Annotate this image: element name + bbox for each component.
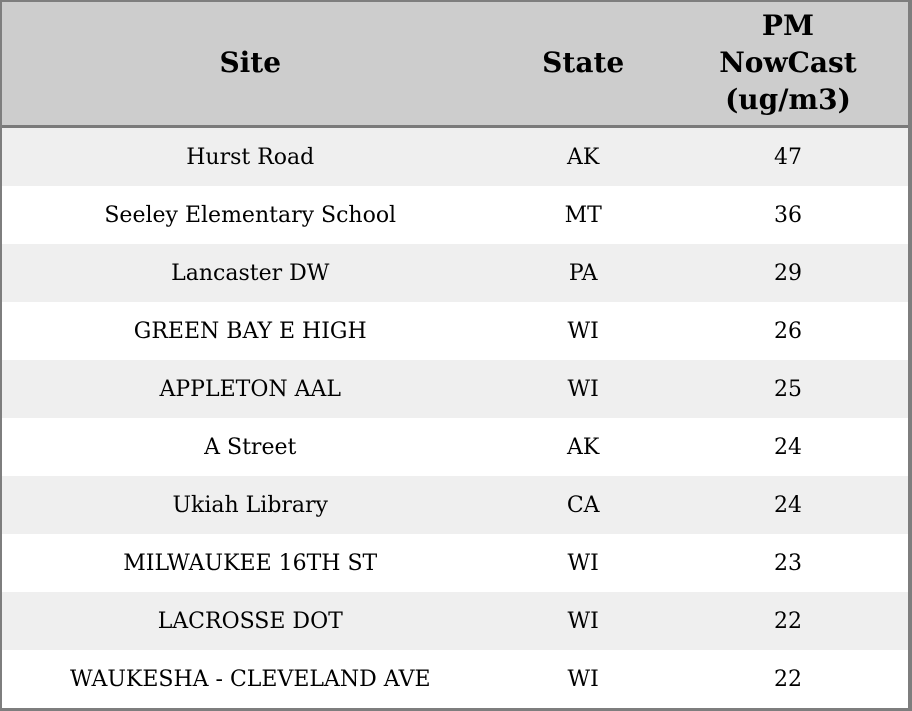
cell-pm: 25	[667, 360, 908, 418]
cell-site: A Street	[2, 418, 499, 476]
table-row: Ukiah Library CA 24	[2, 476, 908, 534]
cell-site: Hurst Road	[2, 126, 499, 186]
cell-site: MILWAUKEE 16TH ST	[2, 534, 499, 592]
cell-site: GREEN BAY E HIGH	[2, 302, 499, 360]
cell-state: WI	[498, 650, 668, 708]
column-header-pm-nowcast: PM NowCast (ug/m3)	[667, 2, 908, 128]
table-row: Lancaster DW PA 29	[2, 244, 908, 302]
cell-state: AK	[498, 418, 668, 476]
table-row: LACROSSE DOT WI 22	[2, 592, 908, 650]
cell-state: WI	[498, 592, 668, 650]
cell-state: CA	[498, 476, 668, 534]
cell-pm: 29	[667, 244, 908, 302]
table-row: APPLETON AAL WI 25	[2, 360, 908, 418]
column-header-state-label: State	[542, 46, 625, 80]
table-row: GREEN BAY E HIGH WI 26	[2, 302, 908, 360]
cell-site: LACROSSE DOT	[2, 592, 499, 650]
cell-pm: 24	[667, 418, 908, 476]
column-header-pm-nowcast-label: PM NowCast (ug/m3)	[719, 9, 857, 116]
table-row: Seeley Elementary School MT 36	[2, 186, 908, 244]
cell-state: WI	[498, 302, 668, 360]
cell-pm: 22	[667, 650, 908, 708]
column-header-site: Site	[2, 2, 499, 128]
cell-state: WI	[498, 360, 668, 418]
table-header: Site State PM NowCast (ug/m3)	[2, 2, 908, 128]
header-row: Site State PM NowCast (ug/m3)	[2, 2, 908, 128]
cell-state: MT	[498, 186, 668, 244]
cell-state: AK	[498, 126, 668, 186]
cell-pm: 24	[667, 476, 908, 534]
cell-site: Ukiah Library	[2, 476, 499, 534]
table-row: A Street AK 24	[2, 418, 908, 476]
table-row: Hurst Road AK 47	[2, 126, 908, 186]
cell-pm: 22	[667, 592, 908, 650]
cell-pm: 26	[667, 302, 908, 360]
cell-site: Seeley Elementary School	[2, 186, 499, 244]
column-header-state: State	[498, 2, 668, 128]
cell-state: PA	[498, 244, 668, 302]
column-header-site-label: Site	[219, 46, 282, 80]
cell-state: WI	[498, 534, 668, 592]
cell-site: WAUKESHA - CLEVELAND AVE	[2, 650, 499, 708]
table-row: MILWAUKEE 16TH ST WI 23	[2, 534, 908, 592]
cell-site: Lancaster DW	[2, 244, 499, 302]
cell-pm: 36	[667, 186, 908, 244]
table-body: Hurst Road AK 47 Seeley Elementary School MT…	[2, 126, 908, 708]
cell-pm: 23	[667, 534, 908, 592]
cell-pm: 47	[667, 126, 908, 186]
cell-site: APPLETON AAL	[2, 360, 499, 418]
table-row: WAUKESHA - CLEVELAND AVE WI 22	[2, 650, 908, 708]
